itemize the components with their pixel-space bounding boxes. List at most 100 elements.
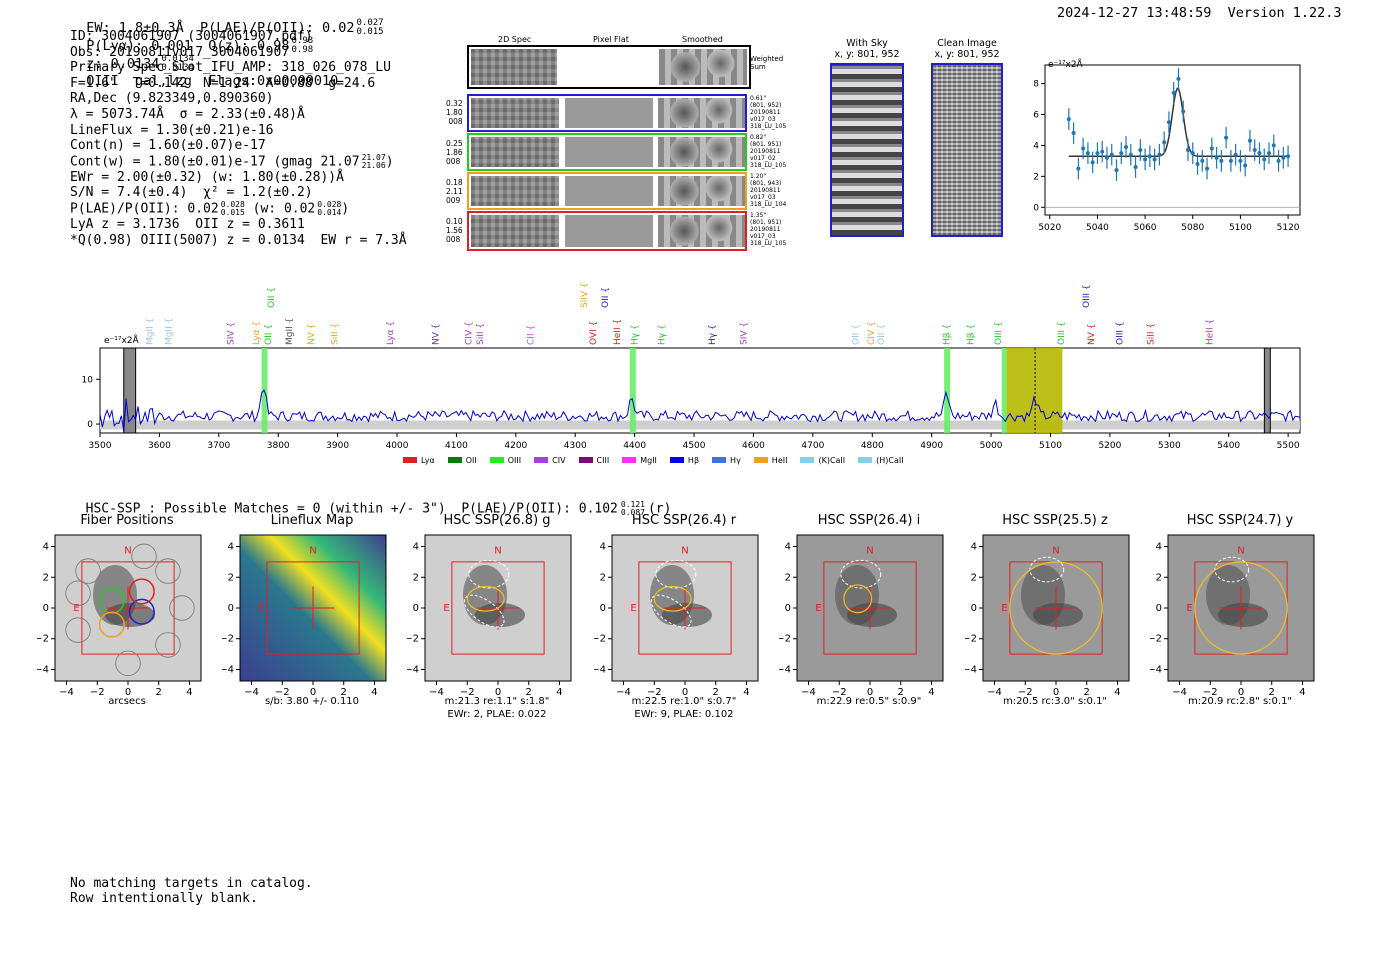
legend-swatch <box>578 457 593 463</box>
hsc-ytick-label: 2 <box>413 572 419 583</box>
hsc-catalog-ellipse <box>655 559 697 589</box>
fiber-strip-4 <box>467 211 747 251</box>
spectrum-highlight-region <box>629 348 636 433</box>
strip-smooth <box>658 176 745 206</box>
hsc-compass-e: E <box>443 603 449 614</box>
legend-label: (H)CaII <box>876 455 904 465</box>
spectrum-line-label: SIV { <box>227 322 237 345</box>
zoom-data-point <box>1090 160 1095 165</box>
hsc-summary-text: HSC-SSP : Possible Matches = 0 (within +… <box>85 501 618 517</box>
hsc-xtick-label: 0 <box>125 687 131 698</box>
hsc-source-blob <box>1218 603 1268 627</box>
zoom-data-point <box>1286 154 1291 159</box>
hsc-match-ellipse <box>466 585 505 612</box>
legend-entry: MgII <box>622 456 657 465</box>
hsc-compass-e: E <box>630 603 636 614</box>
header-z: z: 0.0134 <box>86 56 160 72</box>
zoom-data-point <box>1224 135 1229 140</box>
hsc-xtick-label: 4 <box>1114 687 1120 698</box>
header-flags: OIII gal,lzg Flags:0x00000010 <box>86 73 339 89</box>
hsc-panel-sub1: m:21.3 re:1.1" s:1.8" <box>444 696 550 707</box>
strip-right-label-2: 0.82" (801, 951) 20190811 v017_02 318_LU… <box>750 134 787 169</box>
hsc-ytick-label: 4 <box>971 542 977 553</box>
col-pixel-flat: Pixel Flat <box>593 35 629 44</box>
info-plae-w-sup: 0.028 <box>317 200 342 210</box>
zoom-ytick-label: 2 <box>1033 172 1039 182</box>
spectrum-line-label: Hβ { <box>943 324 953 345</box>
spectrum-line-label: NV { <box>1087 324 1097 345</box>
strip-2d <box>471 137 559 167</box>
spectrum-xtick-label: 5500 <box>1277 441 1300 451</box>
hsc-panel-sub1: m:20.5 rc:3.0" s:0.1" <box>1002 696 1108 707</box>
zoom-xtick-label: 5120 <box>1277 223 1300 233</box>
info-line: λ = 5073.74Å σ = 2.33(±0.48)Å <box>70 106 305 122</box>
spectrum-plot-frame <box>99 347 1301 434</box>
hsc-ytick-label: 4 <box>600 542 606 553</box>
spectrum-line-label: Lyα { <box>386 321 396 345</box>
hsc-xtick-label: 4 <box>743 687 749 698</box>
legend-entry: OIII <box>489 456 521 465</box>
fiber-circle-outer <box>155 558 181 584</box>
zoom-data-point <box>1114 168 1119 173</box>
hsc-ytick-label: 4 <box>228 542 234 553</box>
zoom-xtick-label: 5040 <box>1086 223 1109 233</box>
legend-label: Hγ <box>730 455 741 465</box>
fiber-circle-outer <box>169 595 195 621</box>
spectrum-line-label: MgII { <box>164 318 174 345</box>
zoom-line-chart: 5020 5040 5060 5080 5100 5120 0 2 4 6 8 <box>1033 64 1301 233</box>
legend-swatch <box>447 457 462 463</box>
zoom-data-point <box>1252 148 1257 153</box>
spectrum-line-label: CIV { <box>867 321 877 345</box>
info-plae-text: P(LAE)/P(OII): 0.02 <box>70 201 219 217</box>
zoom-data-point <box>1176 76 1181 81</box>
hsc-compass-e: E <box>258 603 264 614</box>
hsc-ytick-label: 0 <box>43 603 49 614</box>
spectrum-xtick-label: 3500 <box>89 441 112 451</box>
header-ew-sub: 0.015 <box>356 27 384 37</box>
fiber-circle <box>128 578 155 605</box>
hsc-xtick-label: 0 <box>1053 687 1059 698</box>
hsc-compass-e: E <box>1001 603 1007 614</box>
strip-smooth <box>658 98 745 128</box>
zoom-data-point <box>1104 155 1109 160</box>
hsc-panel-sub1: m:22.5 re:1.0" s:0.7" <box>631 696 737 707</box>
hsc-ytick-label: −4 <box>1150 664 1162 675</box>
hsc-match-circle <box>1194 561 1288 655</box>
spectrum-line-label: NV { <box>307 324 317 345</box>
spectrum-xtick-label: 5100 <box>1039 441 1062 451</box>
col-smoothed: Smoothed <box>682 35 723 44</box>
hsc-panel-title: HSC SSP(25.5) z <box>1002 513 1108 528</box>
hsc-ytick-label: 0 <box>785 603 791 614</box>
fiber-strip-1 <box>467 94 747 132</box>
spectrum-masked-region <box>123 347 137 434</box>
hsc-compass-n: N <box>866 545 873 556</box>
spectrum-line-label: Hγ { <box>631 324 641 345</box>
hsc-catalog-ellipse <box>468 559 510 589</box>
zoom-ytick-label: 8 <box>1033 80 1039 90</box>
legend-entry: (H)CaII <box>858 455 904 465</box>
strip-left-label-4: 0.10 1.56 008 <box>446 217 463 244</box>
hsc-xtick-label: 0 <box>1238 687 1244 698</box>
footer-line-1: No matching targets in catalog. <box>70 876 313 891</box>
fiber-circle-outer <box>65 580 91 606</box>
with-sky-image <box>830 63 904 237</box>
hsc-match-circle <box>1009 561 1103 655</box>
hsc-catalog-ellipse <box>463 594 505 628</box>
zoom-xtick-label: 5020 <box>1038 223 1061 233</box>
hsc-ytick-label: −4 <box>594 664 606 675</box>
zoom-data-point <box>1138 148 1143 153</box>
hsc-xtick-label: 0 <box>867 687 873 698</box>
zoom-data-point <box>1262 157 1267 162</box>
spectrum-line-label: OII { <box>852 324 862 345</box>
hsc-summary-sub: 0.087 <box>620 508 645 517</box>
hsc-panel-title: Lineflux Map <box>270 513 354 528</box>
hsc-ytick-label: −2 <box>1150 634 1162 645</box>
hsc-catalog-ellipse <box>650 594 692 628</box>
fiber-strips <box>467 94 747 252</box>
fiber-circle-outer <box>75 558 101 584</box>
hsc-xtick-label: −4 <box>987 687 1002 698</box>
hsc-panel-title: HSC SSP(26.4) r <box>631 513 737 528</box>
fiber-circle-outer <box>65 617 91 643</box>
hsc-ytick-label: −4 <box>407 664 419 675</box>
spectrum-line-label: Hβ { <box>966 324 976 345</box>
